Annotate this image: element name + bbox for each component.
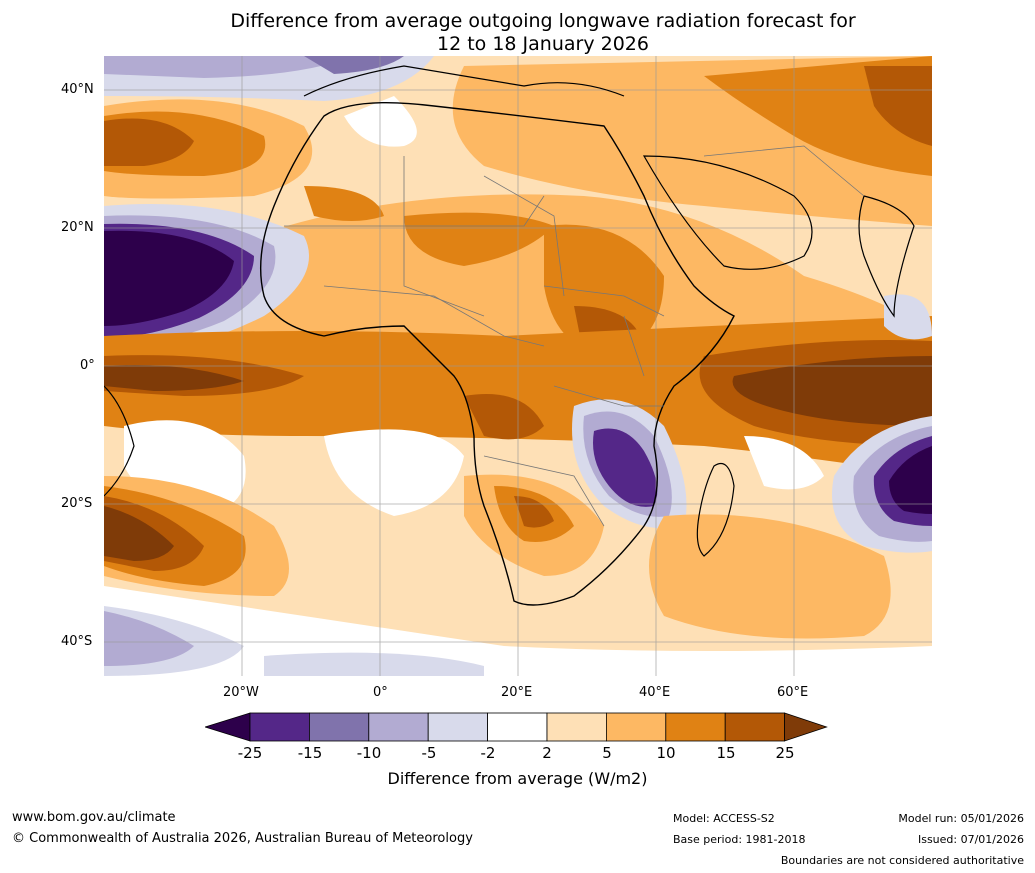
anomaly-map <box>104 56 932 676</box>
cb-segment <box>546 712 607 742</box>
lon-label-40e: 40°E <box>639 685 671 700</box>
issued-text: Issued: 07/01/2026 <box>917 833 1024 846</box>
cb-tick-2: -15 <box>297 744 323 762</box>
cb-tick-3: -10 <box>356 744 382 762</box>
copyright-text: © Commonwealth of Australia 2026, Austra… <box>12 831 473 846</box>
cb-segment <box>368 712 429 742</box>
lon-label-20w: 20°W <box>223 685 259 700</box>
lat-label-40n: 40°N <box>61 82 94 97</box>
chart-title: Difference from average outgoing longwav… <box>100 10 986 56</box>
lon-label-20e: 20°E <box>501 685 533 700</box>
cb-extend-high <box>784 712 828 742</box>
lat-label-20n: 20°N <box>61 220 94 235</box>
lon-label-60e: 60°E <box>777 685 809 700</box>
cb-tick-1: -25 <box>237 744 263 762</box>
cb-tick-4: -5 <box>421 744 437 762</box>
lat-label-40s: 40°S <box>61 634 93 649</box>
cb-tick-8: 10 <box>656 744 676 762</box>
website-link[interactable]: www.bom.gov.au/climate <box>12 810 176 825</box>
cb-segment <box>487 712 548 742</box>
cb-segment <box>249 712 310 742</box>
lon-label-0: 0° <box>373 685 388 700</box>
cb-tick-9: 15 <box>716 744 736 762</box>
cb-tick-10: 25 <box>775 744 795 762</box>
model-run-text: Model run: 05/01/2026 <box>898 812 1024 825</box>
map-field <box>104 56 932 676</box>
title-line-2: 12 to 18 January 2026 <box>437 33 649 55</box>
title-line-1: Difference from average outgoing longwav… <box>230 10 856 32</box>
south-america-coastline <box>104 385 135 497</box>
cb-tick-6: 2 <box>542 744 552 762</box>
cb-segment <box>605 712 667 742</box>
country-borders <box>284 145 865 527</box>
base-period-text: Base period: 1981-2018 <box>673 833 806 846</box>
lat-label-0: 0° <box>80 358 95 373</box>
africa-coastline <box>260 101 735 606</box>
europe-coastline <box>303 65 625 97</box>
colorbar-title: Difference from average (W/m2) <box>387 769 648 788</box>
cb-segment <box>427 712 488 742</box>
cb-tick-7: 5 <box>602 744 612 762</box>
cb-segment <box>665 712 726 742</box>
cb-extend-low <box>205 712 251 742</box>
arabia-coastline <box>642 155 813 270</box>
model-text: Model: ACCESS-S2 <box>673 812 775 825</box>
colorbar <box>205 712 828 742</box>
india-coastline <box>858 195 915 318</box>
disclaimer-text: Boundaries are not considered authoritat… <box>780 854 1024 867</box>
lat-label-20s: 20°S <box>61 496 93 511</box>
madagascar-coastline <box>696 462 735 557</box>
cb-segment <box>724 712 786 742</box>
cb-tick-5: -2 <box>480 744 496 762</box>
cb-segment <box>309 712 370 742</box>
